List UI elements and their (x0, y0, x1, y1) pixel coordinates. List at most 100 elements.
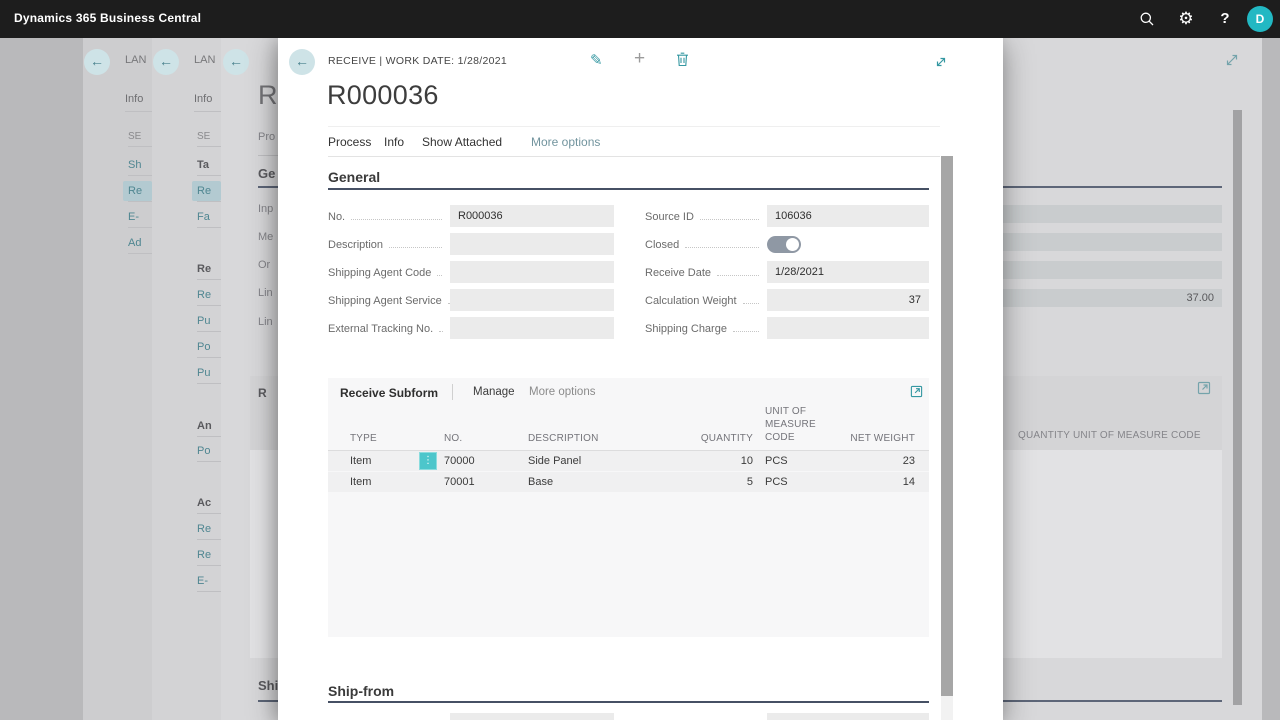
subform-title: Receive Subform (340, 386, 439, 400)
new-button[interactable]: + (634, 48, 645, 70)
field-label: Source ID (645, 205, 762, 227)
bg-subform-expand-icon (1197, 381, 1211, 395)
section-ship-from[interactable]: Ship-from (328, 683, 395, 699)
receive-dialog: ← RECEIVE | WORK DATE: 1/28/2021 ✎ + R00… (278, 38, 1003, 720)
field-label: Shipping Charge (645, 317, 762, 339)
cell-net-weight[interactable]: 23 (902, 455, 915, 467)
bg-nav-item: Pu (197, 315, 224, 332)
cell-type[interactable]: Item (350, 455, 372, 467)
modal-scrollbar-track[interactable] (941, 156, 953, 720)
modal-scrollbar-thumb[interactable] (941, 156, 953, 696)
col-net-weight[interactable]: NET WEIGHT (850, 433, 915, 444)
col-quantity[interactable]: QUANTITY (700, 433, 753, 444)
avatar[interactable]: D (1247, 6, 1273, 32)
cell-quantity[interactable]: 5 (746, 476, 753, 488)
bg-page-title: LAN (194, 54, 216, 66)
cell-uom[interactable]: PCS (765, 476, 788, 488)
bg-tab-info: Info (194, 93, 213, 105)
gear-icon: ⚙ (1178, 9, 1194, 28)
bg-label: Me (258, 231, 274, 243)
col-uom[interactable]: UNIT OF MEASURE CODE (765, 406, 816, 443)
bg-field-input (985, 233, 1222, 251)
menu-item-show-attached[interactable]: Show Attached (422, 135, 503, 149)
search-button[interactable] (1138, 10, 1156, 28)
trash-icon (677, 52, 688, 67)
table-row[interactable]: Item 70001 Base 5 PCS 14 (328, 472, 929, 492)
cell-net-weight[interactable]: 14 (902, 476, 915, 488)
calculation-weight-field[interactable]: 37 (767, 289, 929, 311)
source-id-field[interactable]: 106036 (767, 205, 929, 227)
divider (452, 384, 453, 400)
ship-from-field[interactable] (450, 713, 614, 720)
delete-button[interactable] (676, 52, 689, 67)
cell-no[interactable]: 70000 (444, 455, 475, 467)
bg-nav-item: Ad (128, 237, 155, 254)
shipping-agent-service-field[interactable] (450, 289, 614, 311)
description-field[interactable] (450, 233, 614, 255)
bg-scrollbar (1233, 110, 1242, 705)
app-title[interactable]: Dynamics 365 Business Central (14, 11, 202, 25)
table-row[interactable]: Item ⋮ 70000 Side Panel 10 PCS 23 (328, 451, 929, 471)
bg-page-title: LAN (125, 54, 147, 66)
bg-page-1: ← LAN Info SE Sh Re E- Ad (83, 38, 155, 720)
back-icon: ← (90, 53, 104, 69)
help-button[interactable]: ? (1216, 10, 1234, 28)
bg-nav-item: Ac (197, 497, 224, 514)
bg-page-title: R (258, 80, 278, 110)
cell-type[interactable]: Item (350, 476, 372, 488)
divider (328, 450, 929, 451)
col-description[interactable]: DESCRIPTION (528, 433, 599, 444)
settings-button[interactable]: ⚙ (1177, 10, 1195, 28)
bg-back-button: ← (84, 49, 110, 75)
row-options-button[interactable]: ⋮ (419, 452, 437, 470)
bg-label: Lin (258, 287, 273, 299)
open-in-window-icon (910, 385, 923, 398)
receive-date-field[interactable]: 1/28/2021 (767, 261, 929, 283)
external-tracking-no-field[interactable] (450, 317, 614, 339)
table-header-row: TYPE NO. DESCRIPTION QUANTITY UNIT OF ME… (328, 398, 929, 450)
bg-nav-item: Re (197, 289, 224, 306)
no-field[interactable]: R000036 (450, 205, 614, 227)
cell-uom[interactable]: PCS (765, 455, 788, 467)
expand-button[interactable] (934, 55, 948, 69)
toggle-knob (786, 238, 799, 251)
bg-label: Inp (258, 203, 274, 215)
subform-expand-button[interactable] (910, 385, 923, 398)
edit-button[interactable]: ✎ (590, 51, 603, 69)
field-label: Shipping Agent Service (328, 289, 452, 311)
bg-weight-input: 37.00 (985, 289, 1222, 307)
shipping-agent-code-field[interactable] (450, 261, 614, 283)
field-label: No. (328, 205, 445, 227)
menu-item-process[interactable]: Process (328, 135, 372, 149)
subform-more-options[interactable]: More options (529, 386, 596, 398)
bg-back-button: ← (153, 49, 179, 75)
closed-toggle[interactable] (767, 236, 801, 253)
search-icon (1140, 12, 1154, 26)
cell-no[interactable]: 70001 (444, 476, 475, 488)
ship-from-field[interactable] (767, 713, 929, 720)
cell-description[interactable]: Base (528, 476, 554, 488)
dot-leader (717, 275, 759, 276)
cell-quantity[interactable]: 10 (740, 455, 753, 467)
field-label: Receive Date (645, 261, 762, 283)
manage-menu[interactable]: Manage (473, 386, 515, 398)
divider (125, 111, 152, 112)
bg-nav-item: Fa (197, 211, 224, 228)
more-options-link[interactable]: More options (531, 135, 601, 149)
cell-description[interactable]: Side Panel (528, 455, 582, 467)
bg-collapse-icon (1224, 52, 1240, 68)
bg-label: Pro (258, 131, 276, 143)
shipping-charge-field[interactable] (767, 317, 929, 339)
col-type[interactable]: TYPE (350, 433, 377, 444)
dot-leader (685, 247, 759, 248)
bg-nav-item: Po (197, 445, 224, 462)
col-no[interactable]: NO. (444, 433, 463, 444)
divider (328, 126, 940, 127)
dot-leader (389, 247, 442, 248)
bg-page-2: ← LAN Info SE Ta Re Fa Re Re Pu Po Pu An… (152, 38, 224, 720)
menu-item-info[interactable]: Info (384, 135, 405, 149)
field-label: Calculation Weight (645, 289, 762, 311)
section-general[interactable]: General (328, 169, 381, 185)
back-button[interactable]: ← (289, 49, 315, 75)
